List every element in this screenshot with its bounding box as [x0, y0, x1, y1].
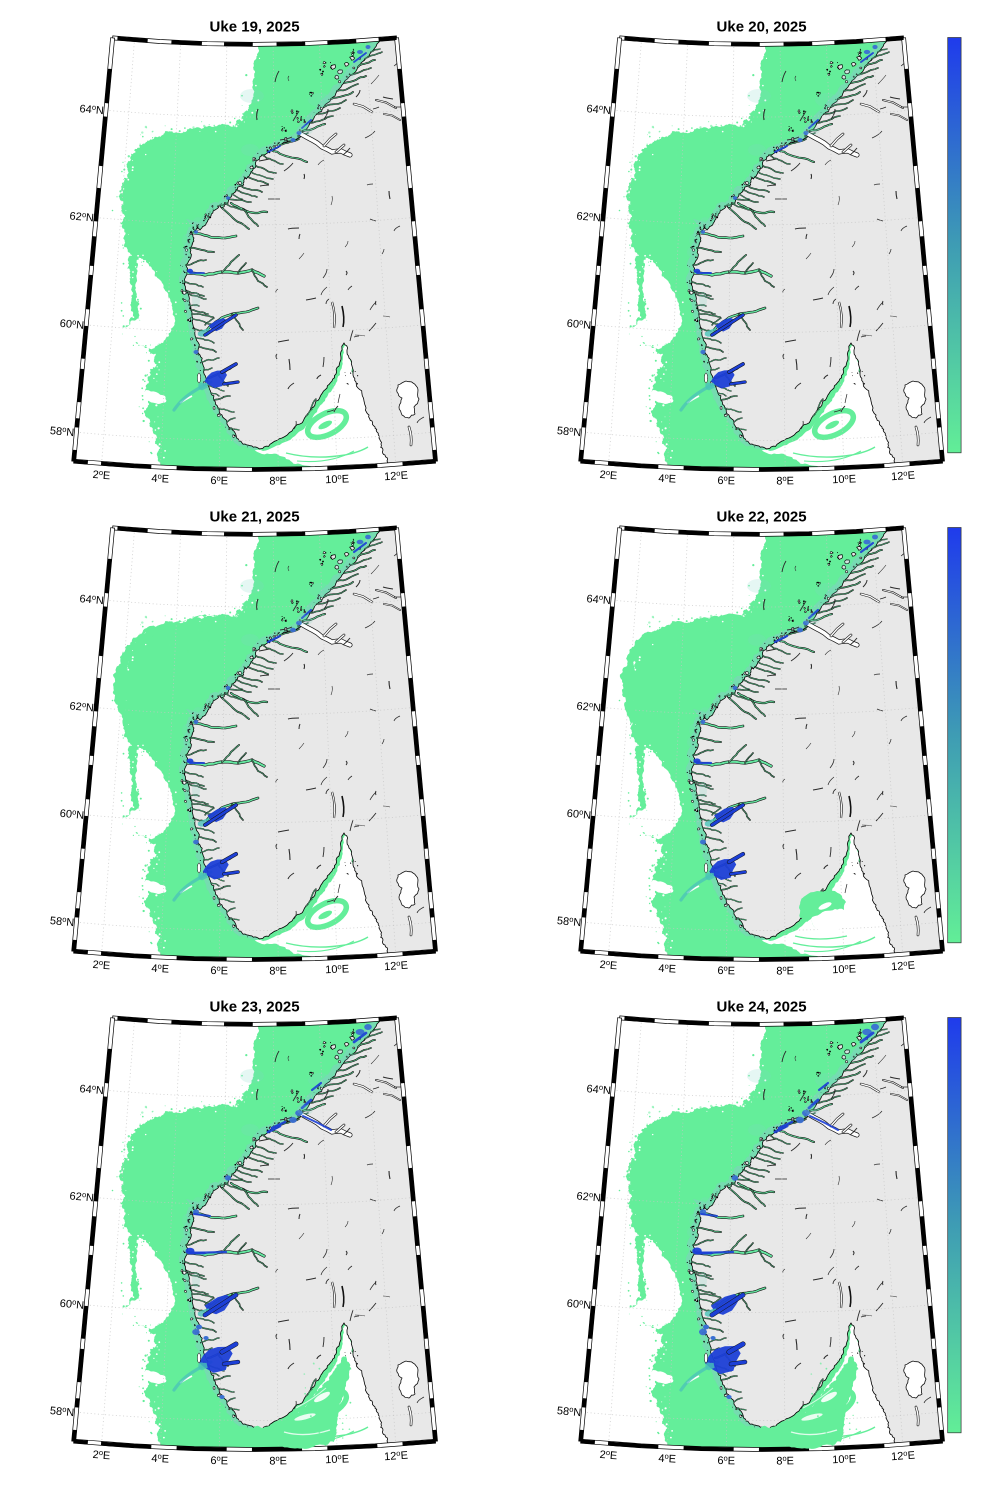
svg-text:Uke 22, 2025: Uke 22, 2025 [717, 509, 807, 526]
svg-text:Uke 21, 2025: Uke 21, 2025 [210, 509, 300, 526]
svg-text:Uke 23, 2025: Uke 23, 2025 [210, 999, 300, 1016]
svg-text:Uke 24, 2025: Uke 24, 2025 [717, 999, 807, 1016]
svg-text:Uke 19, 2025: Uke 19, 2025 [210, 19, 300, 36]
svg-text:Uke 20, 2025: Uke 20, 2025 [717, 19, 807, 36]
